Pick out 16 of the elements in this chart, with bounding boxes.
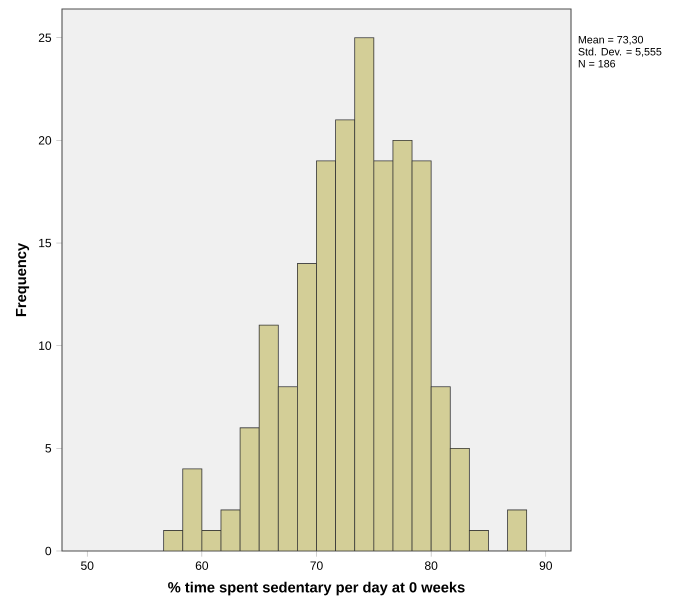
y-tick-label: 5 [45, 444, 52, 453]
text: N = 186 [578, 60, 616, 68]
x-axis-title: % time spent sedentary per day at 0 weeks [168, 582, 465, 596]
y-tick-label: 20 [38, 136, 52, 145]
y-axis-title: Frequency [16, 242, 30, 316]
x-tick-label: 80 [424, 561, 438, 570]
text: Mean = 73,30 [578, 36, 644, 45]
x-tick-label: 70 [310, 561, 323, 570]
y-tick-label: 0 [45, 546, 52, 556]
x-tick-label: 90 [540, 561, 552, 570]
y-tick-label: 10 [39, 341, 52, 350]
x-tick-label: 50 [81, 561, 94, 570]
y-tick-label: 25 [38, 33, 52, 42]
text: Std. Dev. = 5,555 [578, 48, 662, 57]
x-tick-label: 60 [196, 561, 208, 570]
y-tick-label: 15 [39, 238, 52, 248]
